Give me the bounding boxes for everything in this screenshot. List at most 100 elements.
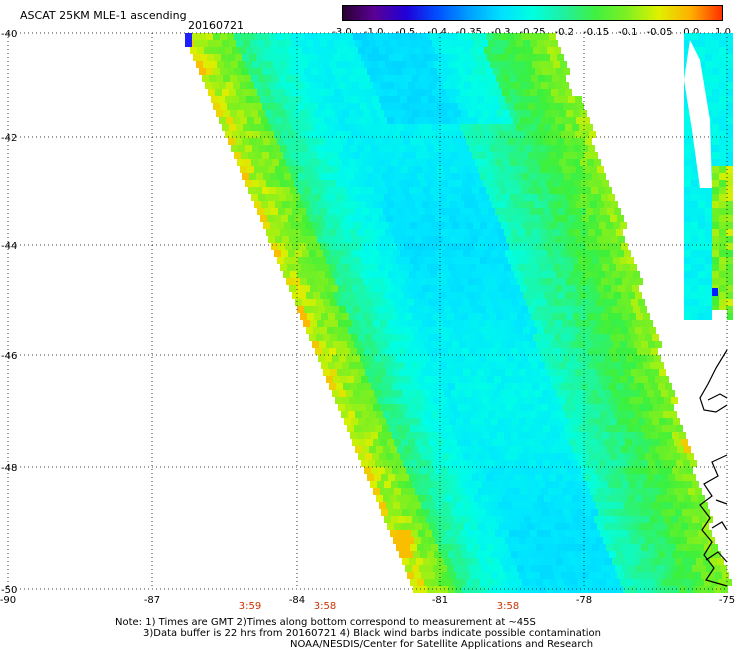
swath-cell — [640, 355, 647, 362]
swath-cell — [318, 306, 325, 313]
swath-cell — [460, 208, 467, 215]
swath-cell — [639, 523, 646, 530]
swath-cell — [466, 425, 473, 432]
swath-cell — [382, 460, 389, 467]
swath-cell — [437, 390, 444, 397]
swath-cell — [618, 404, 625, 411]
swath-cell — [491, 47, 498, 54]
swath-cell — [526, 131, 533, 138]
swath-cell — [612, 558, 619, 565]
swath-cell — [677, 495, 684, 502]
swath-cell — [511, 551, 518, 558]
swath-cell — [307, 313, 314, 320]
swath-cell — [505, 47, 512, 54]
swath-cell — [653, 439, 660, 446]
swath-cell — [635, 530, 642, 537]
swath-cell — [584, 271, 591, 278]
swath-cell — [404, 124, 411, 131]
swath-cell — [531, 565, 538, 572]
swath-cell — [323, 369, 330, 376]
swath-cell — [408, 404, 415, 411]
swath-cell — [450, 439, 457, 446]
swath-cell — [433, 110, 440, 117]
swath-cell — [575, 96, 582, 103]
swath-cell — [624, 250, 631, 257]
swath-cell — [385, 432, 392, 439]
swath-cell — [692, 516, 699, 523]
swath-cell — [617, 334, 624, 341]
swath-cell — [427, 467, 434, 474]
swath-cell — [434, 551, 441, 558]
swath-cell — [412, 516, 419, 523]
swath-cell — [694, 537, 701, 544]
swath-cell — [402, 152, 409, 159]
swath-cell — [275, 82, 282, 89]
swath-cell — [545, 278, 552, 285]
swath-cell — [719, 96, 726, 103]
swath-cell — [701, 572, 708, 579]
swath-cell — [490, 551, 497, 558]
swath-cell — [603, 572, 610, 579]
swath-cell — [349, 159, 356, 166]
swath-cell — [524, 313, 531, 320]
swath-cell — [315, 264, 322, 271]
swath-cell — [360, 152, 367, 159]
swath-cell — [405, 75, 412, 82]
swath-cell — [321, 159, 328, 166]
swath-cell — [333, 138, 340, 145]
swath-cell — [488, 40, 495, 47]
swath-cell — [302, 131, 309, 138]
swath-cell — [537, 530, 544, 537]
swath-cell — [533, 96, 540, 103]
swath-cell — [419, 516, 426, 523]
swath-cell — [507, 355, 514, 362]
swath-cell — [272, 194, 279, 201]
swath-cell — [526, 47, 533, 54]
swath-cell — [505, 96, 512, 103]
colorbar-tick-label: 1.0 — [715, 27, 731, 38]
swath-cell — [556, 558, 563, 565]
swath-cell — [530, 530, 537, 537]
swath-cell — [582, 299, 589, 306]
swath-cell — [467, 243, 474, 250]
swath-cell — [586, 327, 593, 334]
swath-cell — [605, 558, 612, 565]
swath-cell — [575, 572, 582, 579]
swath-cell — [705, 299, 712, 306]
swath-cell — [460, 327, 467, 334]
swath-cell — [499, 285, 506, 292]
swath-cell — [260, 47, 267, 54]
swath-cell — [548, 201, 555, 208]
swath-cell — [221, 54, 228, 61]
swath-cell — [310, 320, 317, 327]
swath-cell — [496, 75, 503, 82]
swath-cell — [287, 180, 294, 187]
swath-cell — [684, 201, 691, 208]
swath-cell — [624, 334, 631, 341]
swath-cell — [241, 68, 248, 75]
swath-cell — [564, 376, 571, 383]
swath-cell — [621, 530, 628, 537]
swath-cell — [365, 334, 372, 341]
swath-cell — [680, 502, 687, 509]
swath-cell — [305, 222, 312, 229]
swath-cell — [705, 103, 712, 110]
swath-cell — [547, 215, 554, 222]
swath-cell — [361, 222, 368, 229]
swath-cell — [514, 152, 521, 159]
swath-cell — [669, 579, 676, 586]
swath-cell — [214, 54, 221, 61]
swath-cell — [360, 390, 367, 397]
swath-cell — [304, 33, 311, 40]
swath-cell — [316, 215, 323, 222]
swath-cell — [403, 173, 410, 180]
swath-cell — [650, 397, 657, 404]
swath-cell — [445, 257, 452, 264]
swath-cell — [316, 299, 323, 306]
swath-cell — [606, 222, 613, 229]
swath-cell — [487, 376, 494, 383]
swath-cell — [488, 495, 495, 502]
swath-cell — [403, 460, 410, 467]
swath-cell — [436, 320, 443, 327]
swath-cell — [529, 425, 536, 432]
